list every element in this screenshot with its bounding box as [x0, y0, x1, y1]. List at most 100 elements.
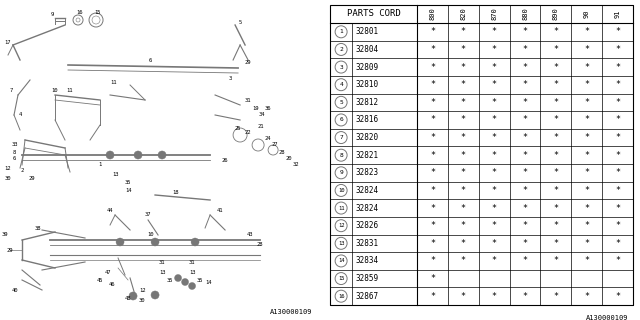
Text: *: *	[461, 292, 466, 301]
Circle shape	[158, 151, 166, 159]
Text: *: *	[461, 63, 466, 72]
Text: 39: 39	[2, 233, 8, 237]
Text: 10: 10	[147, 233, 154, 237]
Text: *: *	[492, 292, 497, 301]
Text: *: *	[615, 292, 620, 301]
Text: 28: 28	[279, 149, 285, 155]
Text: 40: 40	[12, 287, 19, 292]
Text: *: *	[584, 45, 589, 54]
Text: *: *	[584, 151, 589, 160]
Text: *: *	[522, 133, 527, 142]
Text: 13: 13	[112, 172, 118, 178]
Text: 30: 30	[4, 175, 12, 180]
Text: *: *	[615, 80, 620, 89]
Text: 36: 36	[265, 106, 271, 110]
Text: 44: 44	[107, 207, 113, 212]
Text: *: *	[522, 239, 527, 248]
Text: *: *	[492, 45, 497, 54]
Text: *: *	[554, 63, 558, 72]
Text: 48: 48	[125, 295, 131, 300]
Text: *: *	[430, 204, 435, 212]
Text: 14: 14	[205, 279, 211, 284]
Text: *: *	[522, 63, 527, 72]
Text: 7: 7	[10, 87, 13, 92]
Text: 32820: 32820	[355, 133, 378, 142]
Text: 2: 2	[20, 167, 24, 172]
Text: *: *	[615, 168, 620, 177]
Text: 91: 91	[614, 10, 621, 18]
Text: *: *	[554, 186, 558, 195]
Text: 6: 6	[339, 117, 343, 123]
Text: *: *	[522, 186, 527, 195]
Text: *: *	[430, 274, 435, 283]
Text: 31: 31	[245, 98, 252, 102]
Text: *: *	[430, 151, 435, 160]
Text: *: *	[522, 204, 527, 212]
Text: *: *	[554, 133, 558, 142]
Text: *: *	[461, 45, 466, 54]
Text: *: *	[430, 63, 435, 72]
Text: *: *	[554, 27, 558, 36]
Text: 33: 33	[12, 142, 19, 148]
Text: *: *	[584, 221, 589, 230]
Text: 10: 10	[338, 188, 344, 193]
Text: *: *	[430, 27, 435, 36]
Text: *: *	[461, 186, 466, 195]
Circle shape	[151, 291, 159, 299]
Text: 9: 9	[51, 12, 54, 18]
Text: *: *	[430, 98, 435, 107]
Text: *: *	[492, 98, 497, 107]
Text: *: *	[492, 27, 497, 36]
Text: *: *	[615, 204, 620, 212]
Text: 37: 37	[145, 212, 151, 218]
Text: 32821: 32821	[355, 151, 378, 160]
Text: *: *	[522, 116, 527, 124]
Text: A130000109: A130000109	[586, 315, 628, 320]
Text: *: *	[615, 256, 620, 265]
Text: *: *	[584, 239, 589, 248]
Text: 11: 11	[67, 87, 73, 92]
Text: 16: 16	[77, 11, 83, 15]
Text: 8: 8	[12, 149, 15, 155]
Text: 3: 3	[339, 65, 343, 69]
Text: 31: 31	[159, 260, 165, 265]
Text: 90: 90	[584, 10, 589, 18]
Text: *: *	[461, 98, 466, 107]
Text: *: *	[430, 186, 435, 195]
Text: *: *	[492, 116, 497, 124]
Text: 11: 11	[110, 81, 116, 85]
Text: *: *	[554, 116, 558, 124]
Text: *: *	[522, 292, 527, 301]
Text: *: *	[492, 133, 497, 142]
Text: 6: 6	[12, 156, 15, 161]
Text: 31: 31	[189, 260, 195, 265]
Text: 5: 5	[339, 100, 343, 105]
Text: *: *	[430, 221, 435, 230]
Text: *: *	[554, 45, 558, 54]
Text: 26: 26	[222, 157, 228, 163]
Text: 43: 43	[247, 233, 253, 237]
Text: 19: 19	[252, 106, 259, 110]
Text: *: *	[522, 256, 527, 265]
Text: 16: 16	[338, 294, 344, 299]
Text: 32: 32	[293, 163, 300, 167]
Text: *: *	[492, 63, 497, 72]
Text: 1: 1	[339, 29, 343, 34]
Text: 8: 8	[339, 153, 343, 158]
Text: 45: 45	[97, 277, 103, 283]
Text: 14: 14	[125, 188, 131, 194]
Text: 32809: 32809	[355, 63, 378, 72]
Text: *: *	[430, 256, 435, 265]
Text: 46: 46	[109, 283, 115, 287]
Text: 21: 21	[258, 124, 264, 130]
Text: *: *	[461, 80, 466, 89]
Text: *: *	[584, 27, 589, 36]
Text: 15: 15	[338, 276, 344, 281]
Text: *: *	[522, 221, 527, 230]
Text: 20: 20	[286, 156, 292, 161]
Text: 890: 890	[553, 8, 559, 20]
Text: *: *	[522, 151, 527, 160]
Text: A130000109: A130000109	[270, 309, 312, 315]
Text: *: *	[615, 151, 620, 160]
Text: 47: 47	[105, 269, 111, 275]
